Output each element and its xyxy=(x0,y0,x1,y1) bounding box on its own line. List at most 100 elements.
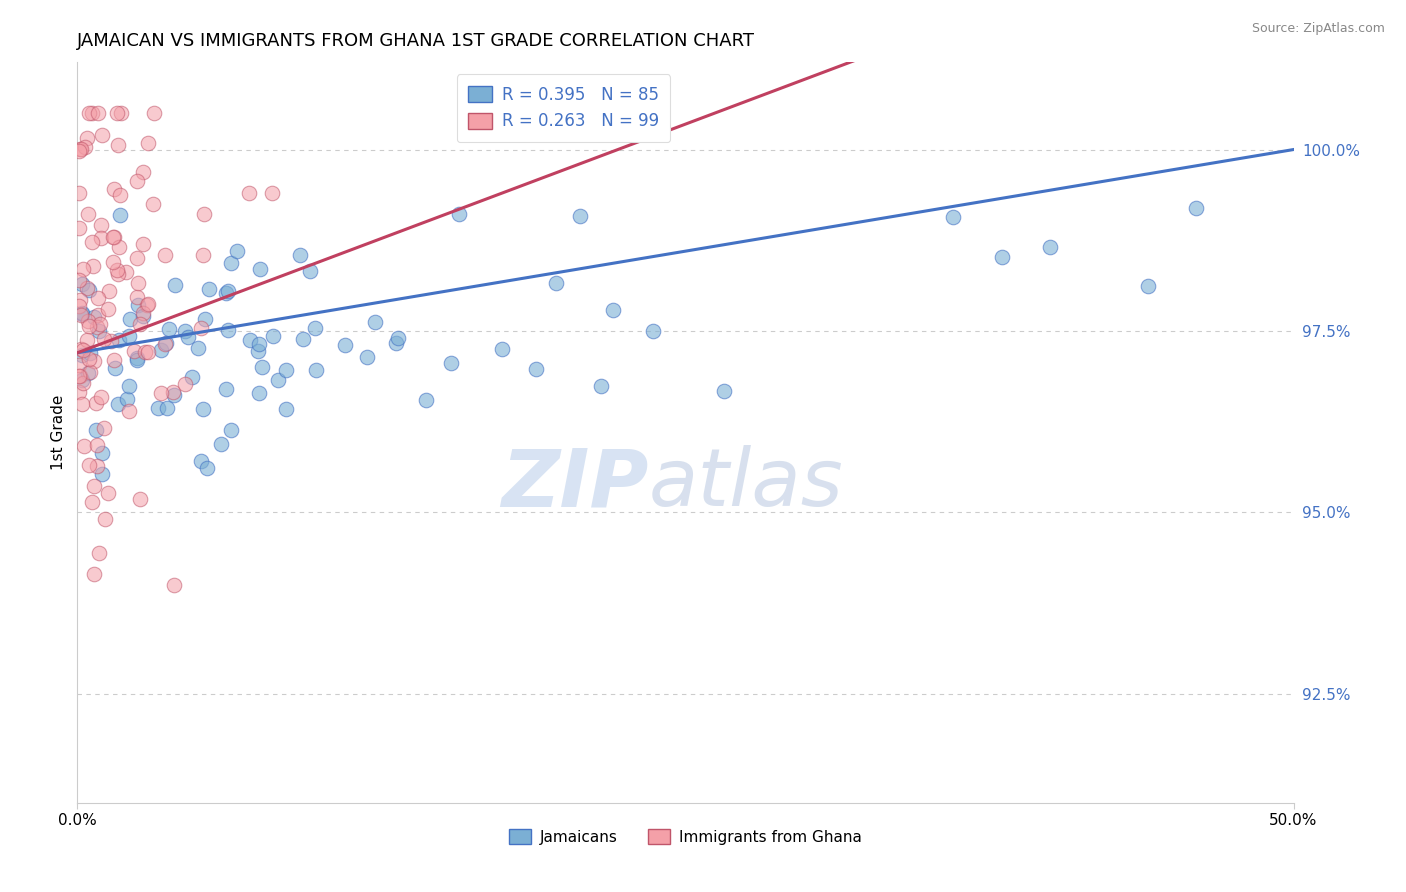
Point xyxy=(128,492,150,507)
Point xyxy=(491,343,513,357)
Point xyxy=(87,324,110,338)
Point xyxy=(132,165,155,179)
Point xyxy=(83,567,105,582)
Point xyxy=(70,142,93,156)
Point xyxy=(118,329,141,343)
Point xyxy=(1136,278,1159,293)
Point xyxy=(67,144,90,158)
Text: JAMAICAN VS IMMIGRANTS FROM GHANA 1ST GRADE CORRELATION CHART: JAMAICAN VS IMMIGRANTS FROM GHANA 1ST GR… xyxy=(77,32,755,50)
Point xyxy=(72,343,94,357)
Point xyxy=(127,353,149,368)
Point xyxy=(67,186,90,201)
Point xyxy=(97,486,120,500)
Point xyxy=(76,333,98,347)
Point xyxy=(87,291,110,305)
Point xyxy=(76,314,98,328)
Point xyxy=(127,174,149,188)
Point xyxy=(103,353,125,368)
Point xyxy=(117,392,139,406)
Point xyxy=(87,308,110,322)
Point xyxy=(91,446,114,460)
Point xyxy=(77,283,100,297)
Point xyxy=(136,136,159,150)
Point xyxy=(356,350,378,364)
Point xyxy=(72,376,94,391)
Point xyxy=(131,236,153,251)
Point xyxy=(115,265,138,279)
Point xyxy=(77,351,100,366)
Point xyxy=(249,261,271,276)
Point xyxy=(93,420,115,434)
Point xyxy=(247,344,270,359)
Point xyxy=(70,307,93,321)
Point xyxy=(83,310,105,325)
Point xyxy=(79,346,101,360)
Point xyxy=(73,439,96,453)
Point xyxy=(136,345,159,359)
Point xyxy=(90,218,112,232)
Point xyxy=(217,285,239,299)
Point xyxy=(108,333,131,347)
Point xyxy=(87,546,110,560)
Point xyxy=(165,278,187,293)
Point xyxy=(193,207,215,221)
Point xyxy=(67,298,90,312)
Point xyxy=(267,373,290,387)
Point xyxy=(215,382,238,396)
Point xyxy=(174,324,197,338)
Point xyxy=(69,293,91,307)
Point xyxy=(70,277,93,291)
Point xyxy=(69,342,91,356)
Point xyxy=(292,332,315,346)
Point xyxy=(304,321,326,335)
Point xyxy=(260,186,283,201)
Point xyxy=(589,378,612,392)
Point xyxy=(76,281,98,295)
Point xyxy=(82,235,104,249)
Point xyxy=(219,423,242,437)
Point xyxy=(125,251,148,265)
Point xyxy=(364,315,387,329)
Point xyxy=(76,207,98,221)
Point xyxy=(108,240,131,254)
Point xyxy=(148,401,170,415)
Point xyxy=(117,404,139,418)
Point xyxy=(156,401,179,415)
Point xyxy=(110,187,132,202)
Text: atlas: atlas xyxy=(650,445,844,524)
Point xyxy=(526,361,548,376)
Point xyxy=(70,348,93,362)
Point xyxy=(110,106,132,120)
Point xyxy=(136,297,159,311)
Point xyxy=(107,397,129,411)
Point xyxy=(79,458,101,472)
Point xyxy=(440,356,463,370)
Point xyxy=(70,306,93,320)
Point xyxy=(127,298,149,312)
Point xyxy=(190,320,212,334)
Point xyxy=(191,247,214,261)
Point xyxy=(274,362,297,376)
Point xyxy=(94,512,117,526)
Point xyxy=(90,231,112,245)
Point xyxy=(79,319,101,334)
Point xyxy=(67,358,90,372)
Point xyxy=(250,359,273,374)
Point xyxy=(174,377,197,392)
Point xyxy=(86,458,108,473)
Point xyxy=(107,138,129,153)
Point xyxy=(142,106,165,120)
Point xyxy=(86,438,108,452)
Point xyxy=(98,284,121,298)
Point xyxy=(86,320,108,334)
Point xyxy=(238,186,260,200)
Point xyxy=(602,302,624,317)
Point xyxy=(67,220,90,235)
Point xyxy=(215,285,238,300)
Point xyxy=(155,335,177,350)
Point xyxy=(100,334,122,348)
Point xyxy=(159,321,181,335)
Point xyxy=(177,330,200,344)
Point xyxy=(73,140,96,154)
Point xyxy=(298,264,321,278)
